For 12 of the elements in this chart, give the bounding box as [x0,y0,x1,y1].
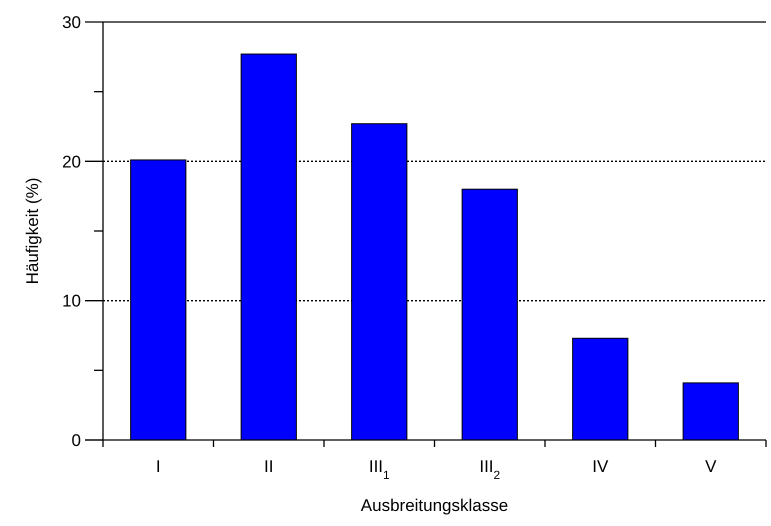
x-axis-title: Ausbreitungsklasse [360,496,508,515]
x-tick-label: IV [592,457,609,476]
y-tick-label: 10 [62,292,81,311]
x-tick-label: II [264,457,274,476]
x-tick-label: III$_{2}$ [479,457,501,482]
x-tick-label: III$_{1}$ [368,457,390,482]
y-tick-label: 20 [62,152,81,172]
y-tick-label: 30 [62,12,81,32]
y-tick-label: 0 [72,430,81,450]
y-axis-title: Häufigkeit (%) [23,178,42,284]
x-tick-label: I [156,457,161,476]
x-tick-label: V [705,457,718,476]
